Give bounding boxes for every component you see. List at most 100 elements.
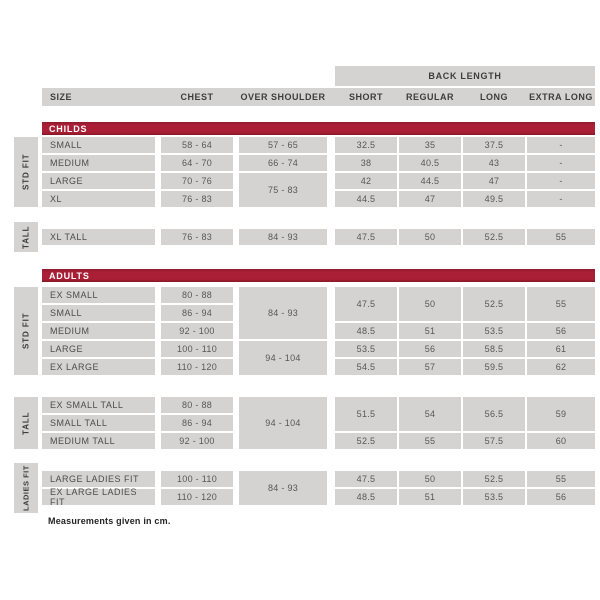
col-header-over-shoulder: OVER SHOULDER bbox=[240, 92, 326, 102]
cell-size: MEDIUM bbox=[42, 323, 155, 339]
cell-chest: 110 - 120 bbox=[161, 359, 233, 375]
cell-regular: 51 bbox=[399, 323, 461, 339]
cell-regular: 50 bbox=[399, 471, 461, 487]
back-length-label: BACK LENGTH bbox=[428, 71, 502, 81]
cell-regular: 44.5 bbox=[399, 173, 461, 189]
col-header-long: LONG bbox=[480, 92, 508, 102]
fit-label-childs-tall: TALL bbox=[14, 222, 38, 252]
cell-extra-long: - bbox=[527, 173, 595, 189]
cell-over-shoulder: 84 - 93 bbox=[239, 229, 327, 245]
measurement-unit-note: Measurements given in cm. bbox=[48, 516, 171, 526]
cell-long: 49.5 bbox=[463, 191, 525, 207]
cell-over-shoulder-merged: 94 - 104 bbox=[239, 397, 327, 449]
cell-chest: 110 - 120 bbox=[161, 489, 233, 505]
col-header-regular: REGULAR bbox=[406, 92, 454, 102]
cell-chest: 76 - 83 bbox=[161, 191, 233, 207]
cell-regular: 47 bbox=[399, 191, 461, 207]
cell-regular: 57 bbox=[399, 359, 461, 375]
cell-chest: 80 - 88 bbox=[161, 397, 233, 413]
cell-size: EX LARGE bbox=[42, 359, 155, 375]
back-length-group-header: BACK LENGTH bbox=[335, 66, 595, 86]
cell-short-merged: 51.5 bbox=[335, 397, 397, 431]
cell-extra-long: - bbox=[527, 191, 595, 207]
fit-label-adults-std: STD FIT bbox=[14, 287, 38, 375]
column-header-row: SIZE CHEST OVER SHOULDER SHORT REGULAR L… bbox=[42, 88, 595, 106]
adults-tall-table: EX SMALL TALL 80 - 88 94 - 104 51.5 54 5… bbox=[42, 397, 595, 449]
childs-std-table: SMALL 58 - 64 57 - 65 32.5 35 37.5 - MED… bbox=[42, 137, 595, 207]
cell-size: SMALL bbox=[42, 305, 155, 321]
cell-short: 52.5 bbox=[335, 433, 397, 449]
col-header-short: SHORT bbox=[349, 92, 383, 102]
cell-long: 52.5 bbox=[463, 229, 525, 245]
childs-tall-group: TALL XL TALL 76 - 83 84 - 93 47.5 50 52.… bbox=[14, 222, 595, 252]
cell-over-shoulder-merged: 84 - 93 bbox=[239, 471, 327, 505]
cell-regular: 50 bbox=[399, 229, 461, 245]
cell-regular-merged: 54 bbox=[399, 397, 461, 431]
cell-regular: 55 bbox=[399, 433, 461, 449]
cell-regular: 40.5 bbox=[399, 155, 461, 171]
cell-long-merged: 56.5 bbox=[463, 397, 525, 431]
cell-short: 47.5 bbox=[335, 471, 397, 487]
cell-over-shoulder: 66 - 74 bbox=[239, 155, 327, 171]
cell-long: 53.5 bbox=[463, 323, 525, 339]
cell-chest: 64 - 70 bbox=[161, 155, 233, 171]
cell-long: 47 bbox=[463, 173, 525, 189]
fit-label-ladies: LADIES FIT bbox=[14, 463, 38, 513]
cell-short: 44.5 bbox=[335, 191, 397, 207]
cell-extra-long: 55 bbox=[527, 471, 595, 487]
cell-extra-long-merged: 59 bbox=[527, 397, 595, 431]
cell-long-merged: 52.5 bbox=[463, 287, 525, 321]
adults-std-table: EX SMALL 80 - 88 84 - 93 47.5 50 52.5 55… bbox=[42, 287, 595, 375]
fit-label-childs-std: STD FIT bbox=[14, 137, 38, 207]
cell-chest: 100 - 110 bbox=[161, 471, 233, 487]
cell-extra-long: 61 bbox=[527, 341, 595, 357]
cell-short: 38 bbox=[335, 155, 397, 171]
cell-extra-long: 56 bbox=[527, 489, 595, 505]
cell-long: 58.5 bbox=[463, 341, 525, 357]
cell-size: SMALL bbox=[42, 137, 155, 153]
cell-size: EX SMALL bbox=[42, 287, 155, 303]
cell-size: MEDIUM TALL bbox=[42, 433, 155, 449]
cell-size: EX LARGE LADIES FIT bbox=[42, 487, 155, 507]
cell-extra-long: 56 bbox=[527, 323, 595, 339]
cell-size: XL TALL bbox=[42, 229, 155, 245]
cell-over-shoulder-merged: 75 - 83 bbox=[239, 173, 327, 207]
ladies-fit-table: LARGE LADIES FIT 100 - 110 84 - 93 47.5 … bbox=[42, 471, 595, 507]
cell-over-shoulder-merged: 84 - 93 bbox=[239, 287, 327, 339]
cell-long: 37.5 bbox=[463, 137, 525, 153]
cell-short: 47.5 bbox=[335, 229, 397, 245]
cell-short: 48.5 bbox=[335, 323, 397, 339]
cell-short: 54.5 bbox=[335, 359, 397, 375]
cell-size: LARGE bbox=[42, 173, 155, 189]
childs-std-fit-group: STD FIT SMALL 58 - 64 57 - 65 32.5 35 37… bbox=[14, 137, 595, 207]
fit-label-adults-tall: TALL bbox=[14, 397, 38, 449]
cell-chest: 100 - 110 bbox=[161, 341, 233, 357]
cell-extra-long: - bbox=[527, 137, 595, 153]
cell-chest: 86 - 94 bbox=[161, 305, 233, 321]
childs-tall-table: XL TALL 76 - 83 84 - 93 47.5 50 52.5 55 bbox=[42, 229, 595, 245]
cell-extra-long: - bbox=[527, 155, 595, 171]
cell-chest: 76 - 83 bbox=[161, 229, 233, 245]
cell-size: SMALL TALL bbox=[42, 415, 155, 431]
cell-short: 32.5 bbox=[335, 137, 397, 153]
cell-size: XL bbox=[42, 191, 155, 207]
cell-regular: 56 bbox=[399, 341, 461, 357]
col-header-chest: CHEST bbox=[180, 92, 214, 102]
cell-size: LARGE LADIES FIT bbox=[42, 471, 155, 487]
col-header-size: SIZE bbox=[50, 92, 73, 102]
cell-chest: 80 - 88 bbox=[161, 287, 233, 303]
section-banner-childs: CHILDS bbox=[42, 122, 595, 135]
cell-size: LARGE bbox=[42, 341, 155, 357]
cell-long: 53.5 bbox=[463, 489, 525, 505]
ladies-fit-group: LADIES FIT LARGE LADIES FIT 100 - 110 84… bbox=[14, 463, 595, 513]
cell-long: 43 bbox=[463, 155, 525, 171]
col-header-extra-long: EXTRA LONG bbox=[529, 92, 593, 102]
cell-size: MEDIUM bbox=[42, 155, 155, 171]
cell-chest: 92 - 100 bbox=[161, 323, 233, 339]
adults-tall-group: TALL EX SMALL TALL 80 - 88 94 - 104 51.5… bbox=[14, 397, 595, 449]
cell-long: 59.5 bbox=[463, 359, 525, 375]
cell-chest: 86 - 94 bbox=[161, 415, 233, 431]
cell-size: EX SMALL TALL bbox=[42, 397, 155, 413]
cell-short-merged: 47.5 bbox=[335, 287, 397, 321]
